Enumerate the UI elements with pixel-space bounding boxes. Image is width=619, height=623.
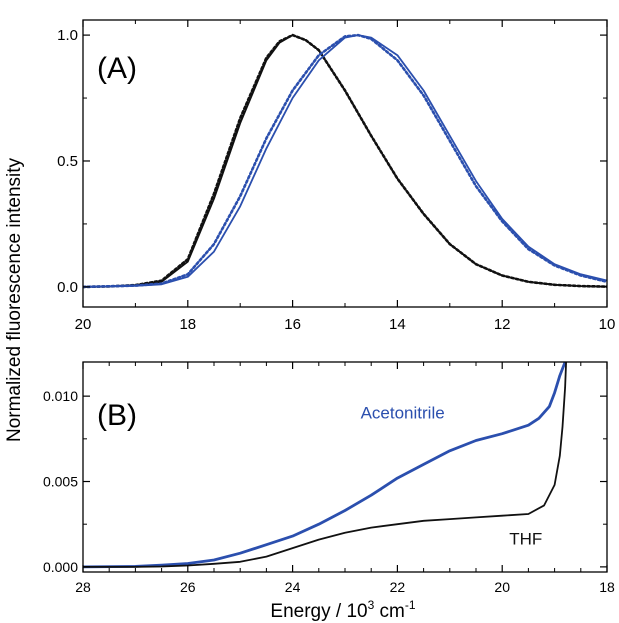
annotation-acetonitrile: Acetonitrile <box>361 403 445 422</box>
y-tick-label: 0.000 <box>43 559 78 575</box>
panel-label: (A) <box>97 52 137 85</box>
y-tick-label: 0.005 <box>43 474 78 490</box>
panel-a: 20 18 16 14 12 10 0.0 0.5 1.0 (A) <box>57 19 616 333</box>
x-tick-label: 22 <box>390 579 406 595</box>
series-group <box>83 33 607 289</box>
x-tick-label: 14 <box>389 316 406 333</box>
x-tick-label: 18 <box>599 579 615 595</box>
x-tick-label: 26 <box>180 579 196 595</box>
x-axis-label-main: Energy / 10 <box>270 601 367 622</box>
x-tick-label: 18 <box>179 316 196 333</box>
x-tick-label: 24 <box>285 579 301 595</box>
x-tick-label: 12 <box>494 316 511 333</box>
x-axis-label-sup2: -1 <box>405 598 416 612</box>
annotation-thf: THF <box>509 530 542 549</box>
y-axis-label: Normalized fluorescence intensity <box>4 157 25 442</box>
series-line-black-solid-1 <box>83 362 567 568</box>
x-tick-label: 20 <box>75 316 92 333</box>
series-line-blue-solid-0 <box>83 362 567 569</box>
y-tick-label: 0.5 <box>57 153 78 170</box>
series-line-blue-dotted-3 <box>83 33 607 289</box>
x-axis-label: Energy / 103 cm-1 <box>270 598 415 622</box>
x-tick-label: 16 <box>284 316 301 333</box>
series-group <box>83 362 567 569</box>
x-axis-label-unit: cm <box>374 601 405 622</box>
x-tick-label: 10 <box>599 316 616 333</box>
y-tick-label: 1.0 <box>57 27 78 44</box>
panel-label: (B) <box>97 399 137 432</box>
y-tick-label: 0.010 <box>43 388 78 404</box>
x-tick-label: 20 <box>494 579 510 595</box>
panel-b: 28 26 24 22 20 18 0.000 0.005 0.010 (B) Acetonitri… <box>43 361 615 595</box>
plot-frame <box>82 19 608 308</box>
x-tick-label: 28 <box>75 579 91 595</box>
x-axis-label-sup1: 3 <box>368 598 375 612</box>
series-line-black-dotted-1 <box>83 33 607 289</box>
y-tick-label: 0.0 <box>57 279 78 296</box>
